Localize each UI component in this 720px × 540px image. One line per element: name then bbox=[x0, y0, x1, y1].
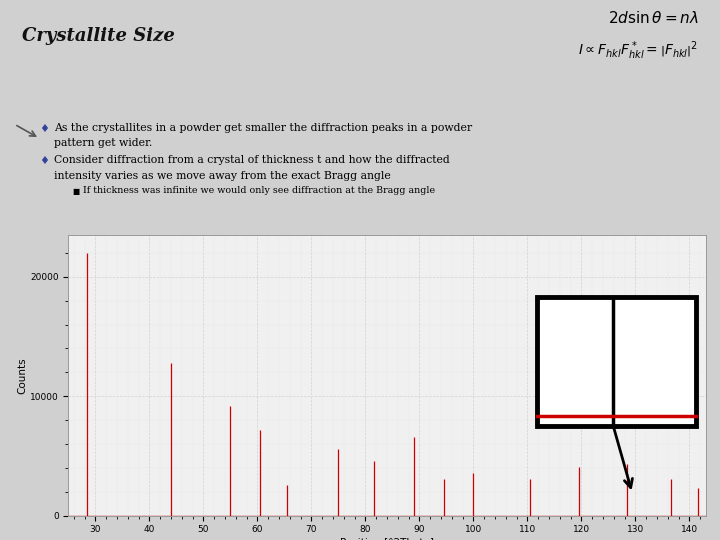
Text: intensity varies as we move away from the exact Bragg angle: intensity varies as we move away from th… bbox=[54, 171, 391, 181]
FancyBboxPatch shape bbox=[536, 296, 696, 426]
Text: As the crystallites in a powder get smaller the diffraction peaks in a powder: As the crystallites in a powder get smal… bbox=[54, 123, 472, 133]
Text: If thickness was infinite we would only see diffraction at the Bragg angle: If thickness was infinite we would only … bbox=[83, 186, 435, 195]
Text: ♦: ♦ bbox=[40, 156, 50, 166]
Text: ■: ■ bbox=[72, 187, 79, 197]
Text: Consider diffraction from a crystal of thickness t and how the diffracted: Consider diffraction from a crystal of t… bbox=[54, 155, 450, 165]
Y-axis label: Counts: Counts bbox=[17, 357, 27, 394]
Text: ♦: ♦ bbox=[40, 124, 50, 134]
Text: pattern get wider.: pattern get wider. bbox=[54, 138, 153, 149]
Text: $I \propto F_{hkl}F^*_{hkl} = \left|F_{hkl}\right|^2$: $I \propto F_{hkl}F^*_{hkl} = \left|F_{h… bbox=[578, 39, 698, 62]
Text: $2d \sin\theta = n\lambda$: $2d \sin\theta = n\lambda$ bbox=[608, 10, 698, 26]
X-axis label: Position [°2Theta]: Position [°2Theta] bbox=[340, 537, 434, 540]
Text: Crystallite Size: Crystallite Size bbox=[22, 26, 174, 45]
